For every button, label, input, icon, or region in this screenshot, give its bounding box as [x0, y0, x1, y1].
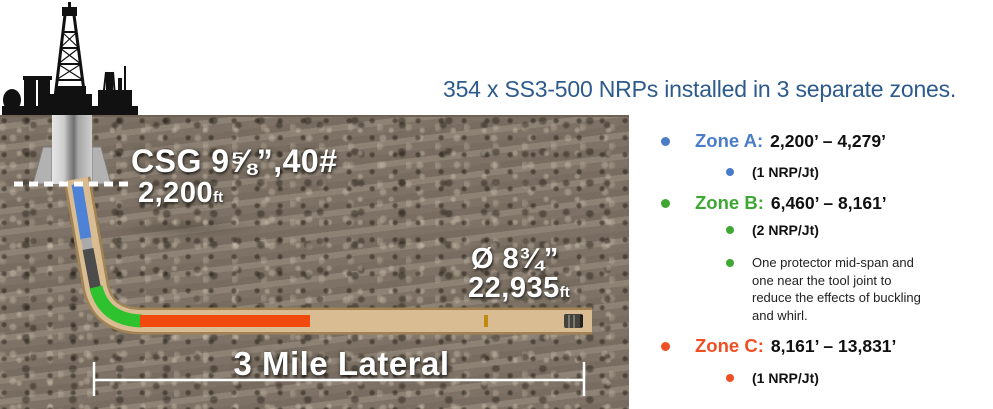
lateral-length-label: 3 Mile Lateral: [233, 345, 450, 382]
wellhead-shoe-right: [91, 146, 112, 185]
pipe-connector: [81, 237, 93, 251]
casing-depth-label: 2,200ft: [138, 177, 223, 210]
wellhead-shoe-left: [32, 146, 53, 185]
zone-b-range: 6,460’ – 8,161’: [770, 192, 887, 213]
bit-depth-unit: ft: [559, 284, 570, 301]
zone-c-bullet: [661, 341, 670, 351]
zone-c-label: Zone C:: [695, 335, 764, 356]
page-title: 354 x SS3-500 NRPs installed in 3 separa…: [443, 76, 957, 102]
zone-a-nrp-note: (1 NRP/Jt): [752, 164, 819, 180]
zone-b-nrp-note: (2 NRP/Jt): [752, 222, 819, 238]
zone-c-row: Zone C: 8,161’ – 13,831’: [648, 335, 896, 357]
zone-a-pipe: [71, 183, 92, 240]
lateral-measurement-line: [92, 362, 586, 396]
tool-joint-marker: [484, 315, 488, 327]
casing-depth-unit: ft: [213, 189, 224, 206]
zone-c-range: 8,161’ – 13,831’: [770, 335, 897, 356]
zone-a-label: Zone A:: [695, 130, 764, 151]
zone-a-bullet: [661, 136, 670, 146]
bit-depth-value: 22,935: [468, 272, 560, 304]
zone-b-description: One protector mid-span and one near the …: [752, 255, 921, 323]
bit-diameter-label: Ø 8¾”: [471, 243, 559, 275]
zone-b-note-row: One protector mid-span and one near the …: [648, 254, 928, 324]
zone-c-sub-row: (1 NRP/Jt): [648, 370, 819, 386]
zone-b-note-bullet: [726, 259, 734, 267]
zone-c-nrp-note: (1 NRP/Jt): [752, 370, 819, 386]
zone-a-sub-row: (1 NRP/Jt): [648, 164, 819, 180]
zone-b-sub-row: (2 NRP/Jt): [648, 222, 819, 238]
zone-list: Zone A: 2,200’ – 4,279’ (1 NRP/Jt) Zone …: [648, 126, 993, 409]
drilling-rig-icon: [2, 2, 138, 115]
zone-b-row: Zone B: 6,460’ – 8,161’: [648, 192, 887, 214]
casing-spec-label: CSG 9⅝”,40#: [131, 143, 338, 179]
casing-depth-value: 2,200: [138, 177, 214, 209]
wellhead-conductor: [52, 110, 92, 184]
zone-a-row: Zone A: 2,200’ – 4,279’: [648, 130, 886, 152]
drill-bit-icon: [564, 314, 583, 328]
bit-depth-label: 22,935ft: [468, 272, 570, 305]
wellbore-diagram: [14, 110, 592, 396]
zone-b-sub-bullet: [726, 226, 734, 234]
zone-b-label: Zone B:: [695, 192, 764, 213]
zone-b-bullet: [661, 198, 670, 208]
zone-b-pipe: [89, 285, 143, 328]
zone-c-sub-bullet: [726, 374, 734, 382]
zone-a-sub-bullet: [726, 168, 734, 176]
zone-a-range: 2,200’ – 4,279’: [770, 130, 886, 151]
dark-pipe-segment: [82, 247, 102, 293]
